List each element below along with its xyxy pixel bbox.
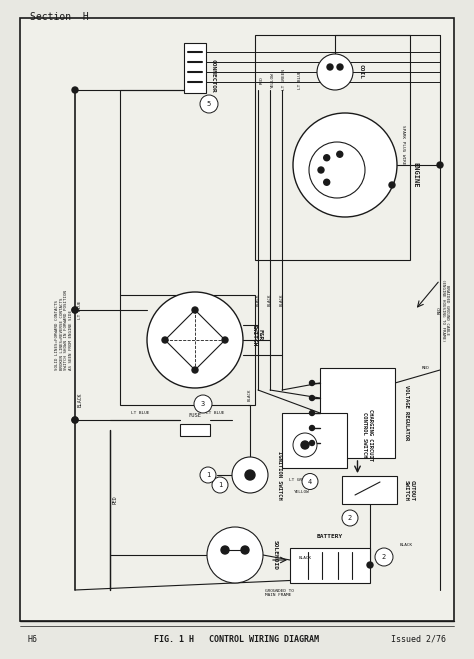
Circle shape xyxy=(310,440,315,445)
Circle shape xyxy=(301,441,309,449)
Circle shape xyxy=(337,64,343,70)
Text: BATTERY: BATTERY xyxy=(317,534,343,540)
Text: GROUNDED TO
MAIN FRAME: GROUNDED TO MAIN FRAME xyxy=(265,588,294,597)
Text: SOLENOID: SOLENOID xyxy=(273,540,277,570)
Text: BLACK: BLACK xyxy=(256,294,260,306)
Text: RED: RED xyxy=(438,306,442,314)
Circle shape xyxy=(72,307,78,313)
Circle shape xyxy=(324,179,330,185)
Circle shape xyxy=(72,417,78,423)
Text: FIG. 1 H   CONTROL WIRING DIAGRAM: FIG. 1 H CONTROL WIRING DIAGRAM xyxy=(155,635,319,643)
Circle shape xyxy=(327,64,333,70)
Text: LT BLUE: LT BLUE xyxy=(206,411,224,415)
Circle shape xyxy=(375,548,393,566)
Text: BLACK: BLACK xyxy=(78,393,82,407)
Bar xyxy=(320,368,395,458)
Circle shape xyxy=(302,474,318,490)
Circle shape xyxy=(337,152,343,158)
Text: BLACK: BLACK xyxy=(299,556,311,560)
Circle shape xyxy=(162,337,168,343)
Text: YELLOW: YELLOW xyxy=(271,72,275,88)
Text: CUTOUT
SWITCH: CUTOUT SWITCH xyxy=(404,480,415,500)
Text: BLACK: BLACK xyxy=(248,389,252,401)
Circle shape xyxy=(367,562,373,568)
Circle shape xyxy=(293,433,317,457)
Bar xyxy=(343,476,398,504)
Circle shape xyxy=(309,142,365,198)
Circle shape xyxy=(72,417,78,423)
Bar xyxy=(120,295,255,405)
Text: LT GREEN: LT GREEN xyxy=(282,69,286,90)
Circle shape xyxy=(241,546,249,554)
Circle shape xyxy=(147,292,243,388)
Bar xyxy=(180,424,210,436)
Bar xyxy=(290,548,370,583)
Circle shape xyxy=(324,155,330,161)
Circle shape xyxy=(192,307,198,313)
Text: FUSE: FUSE xyxy=(189,413,201,418)
Circle shape xyxy=(245,470,255,480)
Text: LT BLUE: LT BLUE xyxy=(131,411,149,415)
Circle shape xyxy=(200,467,216,483)
Text: Section  H: Section H xyxy=(30,12,89,22)
Circle shape xyxy=(200,95,218,113)
Circle shape xyxy=(310,411,315,416)
Text: COIL: COIL xyxy=(358,65,364,80)
Text: LT BLUE: LT BLUE xyxy=(298,71,302,89)
Text: 2: 2 xyxy=(382,554,386,560)
Circle shape xyxy=(342,510,358,526)
Text: 1: 1 xyxy=(218,482,222,488)
Text: 5: 5 xyxy=(207,101,211,107)
Text: RED: RED xyxy=(260,76,264,84)
Text: BLACK: BLACK xyxy=(280,294,284,306)
Bar xyxy=(283,413,347,467)
Text: 3: 3 xyxy=(201,401,205,407)
Text: F&R
SWITCH: F&R SWITCH xyxy=(252,324,263,346)
Text: CHARGING CIRCUIT
CONTROL SWITCH: CHARGING CIRCUIT CONTROL SWITCH xyxy=(362,409,373,461)
Circle shape xyxy=(318,167,324,173)
Circle shape xyxy=(437,162,443,168)
Circle shape xyxy=(221,546,229,554)
Text: BLACK: BLACK xyxy=(268,294,272,306)
Circle shape xyxy=(72,307,78,313)
Circle shape xyxy=(389,182,395,188)
Text: SPARK PLUG WIRE: SPARK PLUG WIRE xyxy=(401,125,405,165)
Text: BRAIDED GROUND CABLE
(ENGINE HOUSING TO FRAME): BRAIDED GROUND CABLE (ENGINE HOUSING TO … xyxy=(441,279,449,341)
Text: LT BLUE: LT BLUE xyxy=(78,301,82,319)
Text: SOLID LINES=FORWARD CONTACTS
BROKEN LINES=REVERSE CONTACTS
SWITCH SHOWN IN FORWA: SOLID LINES=FORWARD CONTACTS BROKEN LINE… xyxy=(55,290,73,370)
Text: RED: RED xyxy=(112,496,118,504)
Circle shape xyxy=(222,337,228,343)
Text: 2: 2 xyxy=(348,515,352,521)
Circle shape xyxy=(194,395,212,413)
Bar xyxy=(184,43,206,93)
Circle shape xyxy=(207,527,263,583)
Circle shape xyxy=(72,87,78,93)
Circle shape xyxy=(310,380,315,386)
Text: BLACK: BLACK xyxy=(400,543,413,547)
Text: 4: 4 xyxy=(308,478,312,484)
Circle shape xyxy=(317,54,353,90)
Circle shape xyxy=(310,395,315,401)
Text: CONNECTOR: CONNECTOR xyxy=(210,59,216,93)
Text: YELLOW: YELLOW xyxy=(294,490,310,494)
Text: VOLTAGE REGULATOR: VOLTAGE REGULATOR xyxy=(404,386,410,441)
Circle shape xyxy=(192,367,198,373)
Text: H6: H6 xyxy=(28,635,38,643)
Text: RED: RED xyxy=(422,366,430,370)
Circle shape xyxy=(310,426,315,430)
Text: IGNITION SWITCH: IGNITION SWITCH xyxy=(277,451,283,500)
Text: LT GREEN: LT GREEN xyxy=(289,478,310,482)
Text: ENGINE: ENGINE xyxy=(412,162,418,188)
Bar xyxy=(255,35,410,260)
Text: Issued 2/76: Issued 2/76 xyxy=(391,635,446,643)
Text: 1: 1 xyxy=(206,472,210,478)
Circle shape xyxy=(232,457,268,493)
Circle shape xyxy=(293,113,397,217)
Circle shape xyxy=(212,477,228,493)
